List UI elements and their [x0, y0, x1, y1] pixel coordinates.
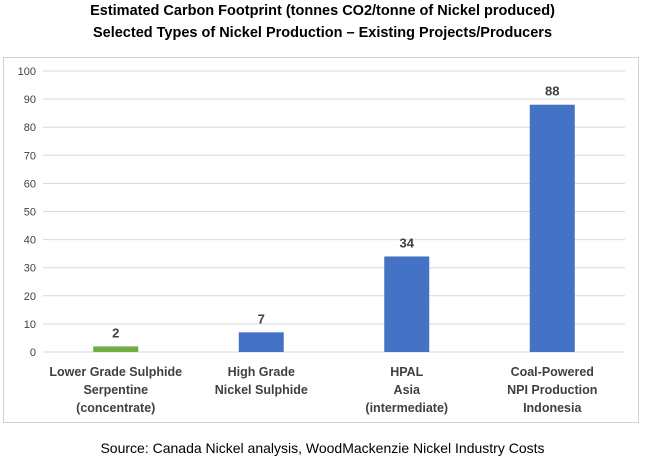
y-tick-label: 80 — [24, 122, 36, 134]
x-tick-label: Asia — [394, 383, 421, 397]
bar — [384, 256, 430, 352]
bar — [529, 104, 575, 352]
chart-frame — [3, 57, 639, 423]
y-tick-label: 10 — [24, 319, 36, 331]
y-tick-label: 70 — [24, 150, 36, 162]
x-tick-label: (concentrate) — [76, 401, 155, 415]
x-tick-label: Indonesia — [523, 401, 582, 415]
y-tick-label: 30 — [24, 263, 36, 275]
y-tick-label: 50 — [24, 207, 36, 219]
data-label: 88 — [545, 84, 559, 99]
chart-subtitle: Selected Types of Nickel Production – Ex… — [92, 25, 553, 41]
y-tick-label: 40 — [24, 235, 36, 247]
y-tick-label: 90 — [24, 94, 36, 106]
y-tick-label: 20 — [24, 291, 36, 303]
x-tick-label: HPAL — [390, 365, 423, 379]
x-tick-label: High Grade — [228, 365, 295, 379]
x-tick-label: Serpentine — [83, 383, 148, 397]
x-tick-label: Coal-Powered — [511, 365, 594, 379]
data-label: 2 — [112, 325, 119, 340]
data-label: 34 — [400, 235, 415, 250]
x-tick-label: NPI Production — [507, 383, 597, 397]
y-tick-label: 100 — [18, 66, 36, 78]
source-note: Source: Canada Nickel analysis, WoodMack… — [100, 440, 545, 456]
y-tick-label: 0 — [30, 347, 36, 359]
bar — [238, 332, 284, 352]
data-label: 7 — [258, 311, 265, 326]
bar — [93, 346, 139, 352]
chart-title: Estimated Carbon Footprint (tonnes CO2/t… — [90, 3, 555, 19]
x-tick-label: (intermediate) — [365, 401, 448, 415]
y-tick-label: 60 — [24, 178, 36, 190]
x-tick-label: Nickel Sulphide — [215, 383, 308, 397]
x-tick-label: Lower Grade Sulphide — [49, 365, 182, 379]
